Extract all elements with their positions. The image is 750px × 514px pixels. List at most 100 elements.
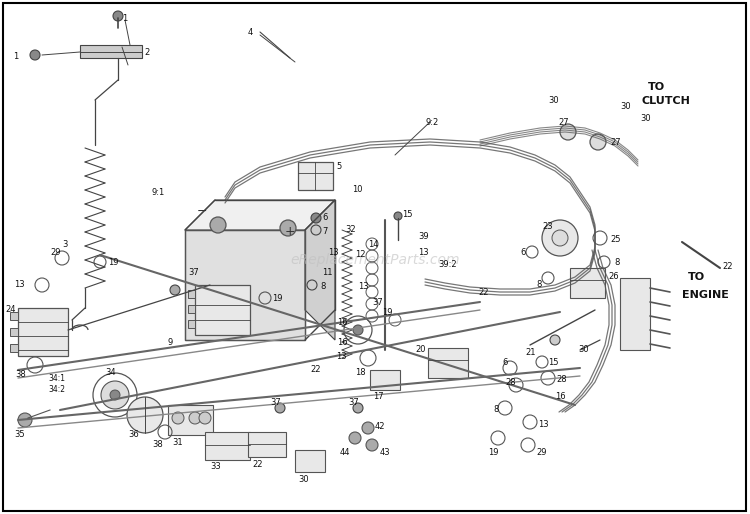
Text: 8: 8 bbox=[493, 405, 498, 414]
Bar bbox=[168, 405, 213, 435]
Text: −: − bbox=[197, 205, 208, 218]
Text: 15: 15 bbox=[548, 358, 559, 367]
Circle shape bbox=[280, 220, 296, 236]
Circle shape bbox=[560, 124, 576, 140]
Circle shape bbox=[275, 403, 285, 413]
Text: 42: 42 bbox=[375, 422, 386, 431]
Text: 37: 37 bbox=[270, 398, 280, 407]
Text: 18: 18 bbox=[355, 368, 366, 377]
Text: 9: 9 bbox=[168, 338, 173, 347]
Text: 30: 30 bbox=[620, 102, 631, 111]
Text: TO: TO bbox=[688, 272, 705, 282]
Text: 27: 27 bbox=[558, 118, 568, 127]
Text: 8: 8 bbox=[536, 280, 542, 289]
Text: 3: 3 bbox=[62, 240, 68, 249]
Circle shape bbox=[110, 390, 120, 400]
Polygon shape bbox=[80, 45, 142, 58]
Circle shape bbox=[199, 412, 211, 424]
Text: 2: 2 bbox=[144, 48, 149, 57]
Bar bbox=[188, 290, 195, 298]
Text: 17: 17 bbox=[373, 392, 383, 401]
Bar bbox=[188, 305, 195, 313]
Text: 16: 16 bbox=[337, 338, 347, 347]
Circle shape bbox=[353, 403, 363, 413]
Circle shape bbox=[550, 335, 560, 345]
Polygon shape bbox=[185, 200, 335, 230]
Text: 14: 14 bbox=[368, 240, 379, 249]
Text: 6: 6 bbox=[502, 358, 507, 367]
Bar bbox=[188, 320, 195, 328]
Bar bbox=[185, 230, 305, 340]
Text: 43: 43 bbox=[380, 448, 391, 457]
Text: 13: 13 bbox=[538, 420, 548, 429]
Text: 13: 13 bbox=[336, 352, 346, 361]
Text: 28: 28 bbox=[556, 375, 567, 384]
Circle shape bbox=[311, 225, 321, 235]
Text: 16: 16 bbox=[337, 318, 347, 327]
Text: 6: 6 bbox=[322, 213, 327, 222]
Circle shape bbox=[353, 325, 363, 335]
Text: 21: 21 bbox=[525, 348, 536, 357]
Text: 19: 19 bbox=[382, 308, 392, 317]
Text: 11: 11 bbox=[322, 268, 332, 277]
Polygon shape bbox=[305, 200, 335, 340]
Text: 19: 19 bbox=[108, 258, 118, 267]
Bar bbox=[248, 432, 286, 457]
Text: eReplacementParts.com: eReplacementParts.com bbox=[290, 253, 460, 267]
Text: 39:2: 39:2 bbox=[438, 260, 457, 269]
Text: 5: 5 bbox=[336, 162, 341, 171]
Text: 10: 10 bbox=[352, 185, 362, 194]
Polygon shape bbox=[185, 230, 305, 340]
Text: CLUTCH: CLUTCH bbox=[642, 96, 691, 106]
Circle shape bbox=[30, 50, 40, 60]
Circle shape bbox=[113, 11, 123, 21]
Bar bbox=[10, 312, 18, 320]
Circle shape bbox=[311, 213, 321, 223]
Text: 7: 7 bbox=[322, 227, 327, 236]
Bar bbox=[10, 344, 18, 352]
Text: 19: 19 bbox=[272, 294, 283, 303]
Text: 13: 13 bbox=[358, 282, 369, 291]
Bar bbox=[428, 348, 468, 378]
Bar bbox=[195, 285, 250, 335]
Text: 12: 12 bbox=[355, 250, 365, 259]
Text: 23: 23 bbox=[542, 222, 553, 231]
Circle shape bbox=[172, 412, 184, 424]
Text: 8: 8 bbox=[614, 258, 620, 267]
Text: 33: 33 bbox=[210, 462, 220, 471]
Text: 22: 22 bbox=[722, 262, 733, 271]
Text: 37: 37 bbox=[188, 268, 199, 277]
Text: 22: 22 bbox=[310, 365, 320, 374]
Text: 22: 22 bbox=[478, 288, 488, 297]
Text: 32: 32 bbox=[345, 225, 355, 234]
Text: 9:2: 9:2 bbox=[426, 118, 439, 127]
Text: ENGINE: ENGINE bbox=[682, 290, 729, 300]
Text: 34:2: 34:2 bbox=[48, 385, 65, 394]
Text: 25: 25 bbox=[610, 235, 620, 244]
Circle shape bbox=[127, 397, 163, 433]
Text: 22: 22 bbox=[252, 460, 262, 469]
Circle shape bbox=[394, 212, 402, 220]
Text: TO: TO bbox=[648, 82, 665, 92]
Text: 30: 30 bbox=[640, 114, 650, 123]
Text: 1: 1 bbox=[13, 52, 18, 61]
Circle shape bbox=[18, 413, 32, 427]
Circle shape bbox=[590, 134, 606, 150]
Circle shape bbox=[170, 285, 180, 295]
Text: 1: 1 bbox=[122, 14, 128, 23]
Text: 31: 31 bbox=[172, 438, 183, 447]
Circle shape bbox=[362, 422, 374, 434]
Text: 34: 34 bbox=[105, 368, 116, 377]
Text: 36: 36 bbox=[128, 430, 139, 439]
Text: +: + bbox=[285, 225, 296, 238]
Text: 30: 30 bbox=[548, 96, 559, 105]
Text: 37: 37 bbox=[372, 298, 382, 307]
Bar bbox=[295, 450, 325, 472]
Text: 39: 39 bbox=[418, 232, 429, 241]
Bar bbox=[570, 268, 605, 298]
Text: 13: 13 bbox=[328, 248, 339, 257]
Text: 24: 24 bbox=[5, 305, 16, 314]
Text: 38: 38 bbox=[152, 440, 163, 449]
Text: 28: 28 bbox=[505, 378, 516, 387]
Text: 35: 35 bbox=[14, 430, 25, 439]
